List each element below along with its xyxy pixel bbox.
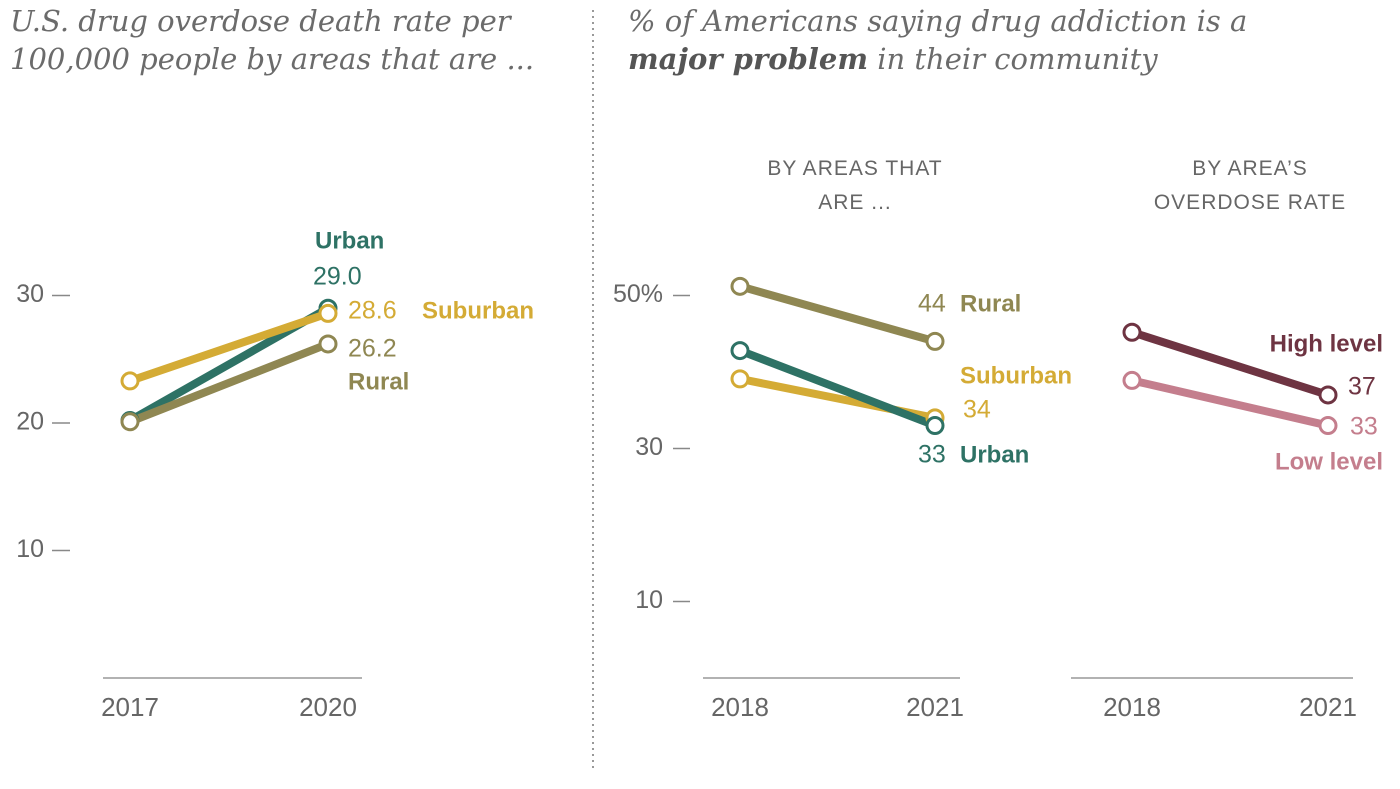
data-label: 33 [1350,413,1378,441]
point [730,341,750,361]
title-part: % of Americans saying drug addiction is … [628,4,1248,38]
data-label: 44 [918,290,946,318]
y-tick-label: 20 [16,408,44,436]
y-tick-label: 30 [16,280,44,308]
point [1122,322,1142,342]
x-tick-label: 2021 [906,692,964,722]
point [730,276,750,296]
series-line [126,339,332,426]
series-label: High level [1270,330,1383,357]
data-label: 28.6 [348,297,397,325]
series-label: Urban [960,441,1029,468]
data-label: 29.0 [313,263,362,291]
x-tick-label: 2017 [101,692,159,722]
point [925,416,945,436]
x-tick-label: 2018 [1103,692,1161,722]
series-label: Suburban [960,362,1072,389]
point [1122,370,1142,390]
series-label: Urban [315,227,384,254]
data-label: 26.2 [348,335,397,363]
point [318,334,338,354]
data-label: 34 [963,396,991,424]
data-label: 33 [918,441,946,469]
subtitle: BY AREAS THAT ARE ... [767,157,943,214]
point [318,303,338,323]
title-part: major problem [628,42,869,76]
point [120,412,140,432]
y-tick-label: 10 [16,535,44,563]
point [1318,385,1338,405]
series-label: Rural [960,290,1021,317]
series-line [126,309,332,385]
x-tick-label: 2021 [1299,692,1357,722]
series-label: Suburban [422,297,534,324]
chart-title: % of Americans saying drug addiction is … [628,2,1348,78]
series-label: Low level [1275,448,1383,475]
series-line [1128,328,1332,399]
series-line [736,346,939,430]
point [730,369,750,389]
y-tick-label: 30 [635,433,663,461]
data-label: 37 [1348,373,1376,401]
series-line [1128,376,1332,430]
y-tick-label: 50% [613,280,663,308]
series-line [736,282,939,346]
title-part: in their community [868,42,1158,76]
point [925,331,945,351]
y-tick-label: 10 [635,586,663,614]
chart-title: U.S. drug overdose death rate per 100,00… [10,4,535,76]
x-tick-label: 2020 [299,692,357,722]
series-label: Rural [348,368,409,395]
point [1318,416,1338,436]
subtitle: BY AREA’S OVERDOSE RATE [1153,157,1347,214]
x-tick-label: 2018 [711,692,769,722]
point [120,371,140,391]
